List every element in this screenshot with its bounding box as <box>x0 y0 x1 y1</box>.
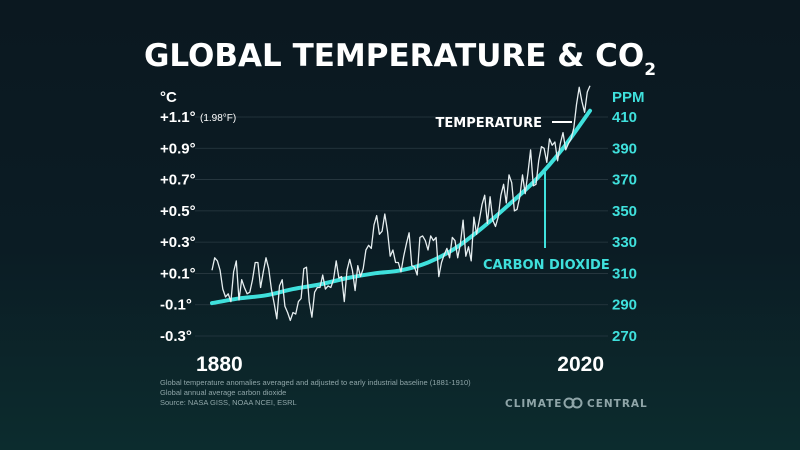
right-tick-label: 270 <box>612 328 637 345</box>
right-tick-label: 390 <box>612 140 637 157</box>
right-tick-label: 290 <box>612 297 637 314</box>
chart-title: GLOBAL TEMPERATURE & CO2 <box>144 38 656 80</box>
chart-title-subscript: 2 <box>644 60 656 80</box>
logo-text-right: CENTRAL <box>587 398 648 410</box>
footnote-1: Global temperature anomalies averaged an… <box>160 378 471 387</box>
co2-series-line <box>210 108 592 306</box>
left-axis-unit: °C <box>160 89 177 106</box>
right-axis-unit: PPM <box>612 89 645 106</box>
x-label-end: 2020 <box>557 353 604 376</box>
left-tick-label: -0.3° <box>160 328 192 345</box>
temperature-series-line <box>211 85 591 322</box>
left-tick-label: +0.1° <box>160 265 196 282</box>
left-tick-label: +1.1° <box>160 109 196 126</box>
right-tick-label: 370 <box>612 172 637 189</box>
footnote-2: Global annual average carbon dioxide <box>160 388 286 397</box>
left-tick-label: -0.1° <box>160 297 192 314</box>
right-tick-label: 310 <box>612 265 637 282</box>
fahrenheit-note: (1.98°F) <box>200 113 236 124</box>
source-note: Source: NASA GISS, NOAA NCEI, ESRL <box>160 398 297 407</box>
right-tick-label: 350 <box>612 203 637 220</box>
temperature-label: TEMPERATURE <box>436 116 542 131</box>
left-axis-ticks: +1.1° +0.9° +0.7° +0.5° +0.3° +0.1° -0.1° -0.3° <box>160 109 196 345</box>
x-label-start: 1880 <box>196 353 243 376</box>
left-tick-label: +0.5° <box>160 203 196 220</box>
right-axis-ticks: 410 390 370 350 330 310 290 270 <box>612 109 637 345</box>
climate-central-logo: CLIMATE CENTRAL <box>505 397 648 410</box>
right-tick-label: 410 <box>612 109 637 126</box>
left-tick-label: +0.3° <box>160 234 196 251</box>
left-tick-label: +0.7° <box>160 172 196 189</box>
chart-title-main: GLOBAL TEMPERATURE & CO <box>144 38 644 74</box>
right-tick-label: 330 <box>612 234 637 251</box>
logo-text-left: CLIMATE <box>505 398 562 410</box>
infinity-logo-icon <box>563 397 583 409</box>
gridlines <box>195 116 608 337</box>
co2-label: CARBON DIOXIDE <box>483 258 610 273</box>
left-tick-label: +0.9° <box>160 140 196 157</box>
